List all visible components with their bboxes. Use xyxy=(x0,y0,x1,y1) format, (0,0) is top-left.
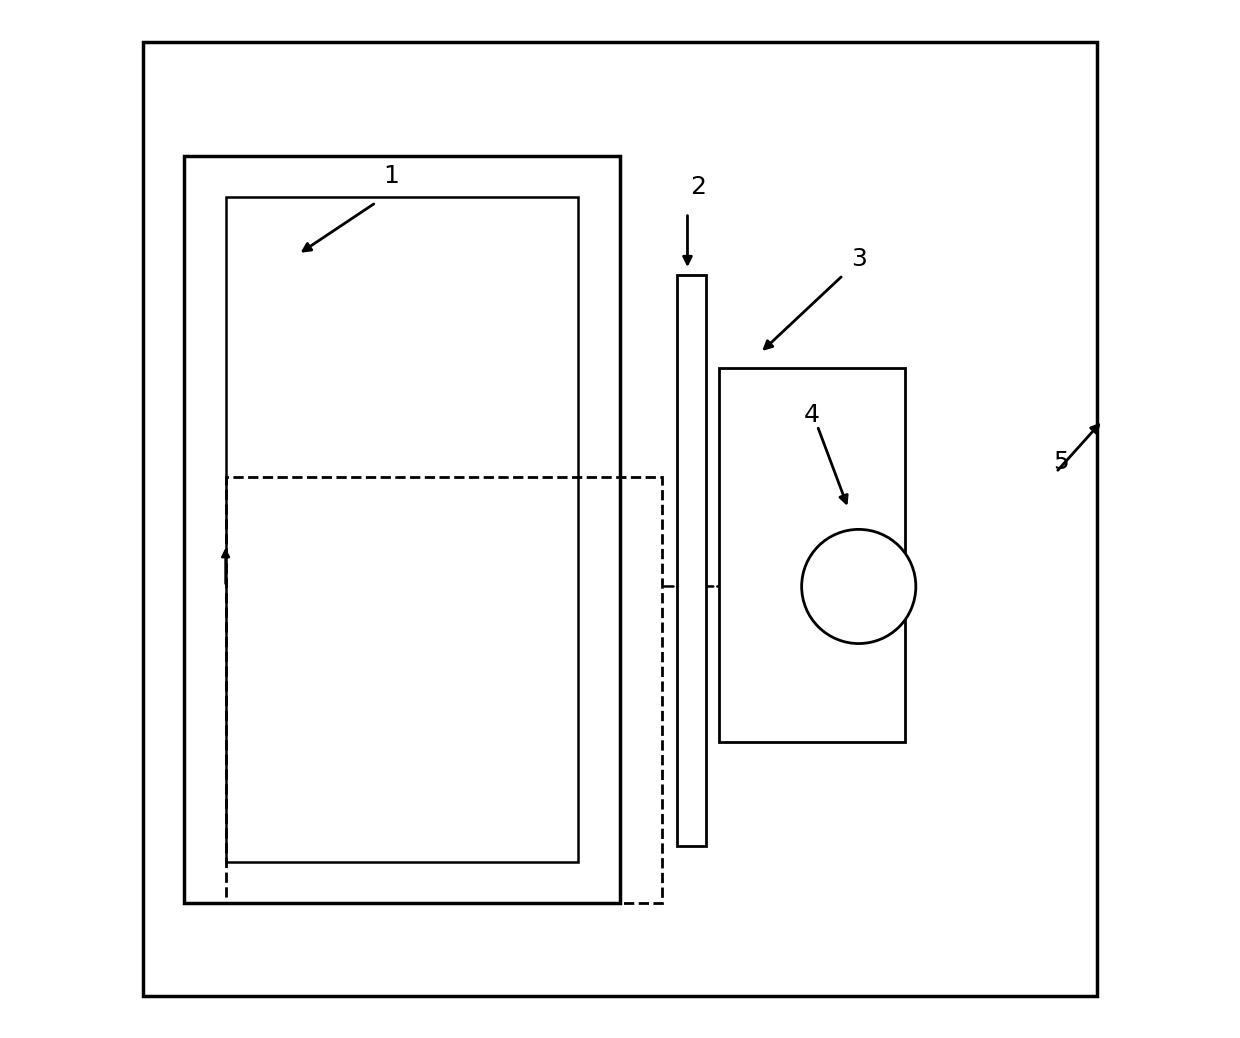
Bar xyxy=(226,477,661,903)
Circle shape xyxy=(801,529,916,644)
Bar xyxy=(719,368,905,742)
Text: 4: 4 xyxy=(804,403,820,428)
Text: 3: 3 xyxy=(851,247,867,272)
Bar xyxy=(184,156,620,903)
Text: 1: 1 xyxy=(383,164,399,189)
Bar xyxy=(677,275,706,846)
Text: 2: 2 xyxy=(689,174,706,199)
Text: 5: 5 xyxy=(1053,449,1069,474)
Bar xyxy=(226,197,579,862)
